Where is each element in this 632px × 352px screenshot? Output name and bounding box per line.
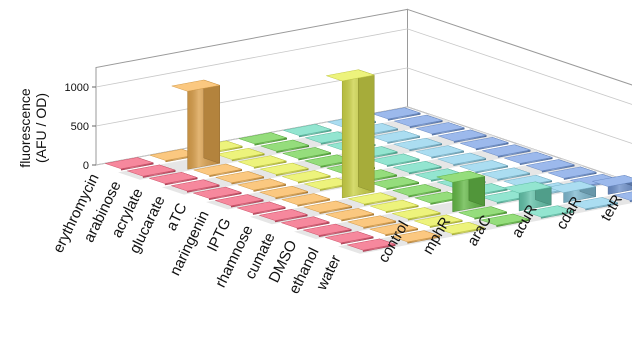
bars [105, 69, 632, 252]
bar [436, 221, 485, 236]
bar [416, 122, 465, 136]
bar [393, 137, 442, 152]
bar [347, 215, 396, 229]
bar [371, 153, 420, 167]
bar [482, 144, 531, 158]
bar [370, 176, 419, 191]
bar [394, 114, 443, 129]
bar [149, 171, 198, 186]
y-axis-label: fluorescence(AFU / OD) [17, 88, 49, 168]
bar [215, 171, 264, 185]
bar [459, 160, 508, 174]
bar [437, 152, 486, 167]
bar [237, 178, 286, 192]
bar [592, 174, 632, 195]
bar [504, 151, 553, 166]
bar [391, 230, 440, 244]
bar [259, 208, 308, 223]
bar [480, 213, 529, 228]
bar [415, 145, 464, 159]
bar [260, 139, 309, 154]
bar [171, 179, 220, 193]
bar [569, 197, 618, 211]
gridline [95, 28, 632, 105]
bar [325, 208, 374, 222]
bar [348, 192, 397, 206]
bar [282, 147, 331, 161]
bar [392, 207, 441, 221]
bar [503, 181, 552, 212]
bar [347, 238, 396, 252]
bar [303, 200, 352, 215]
bar [127, 164, 176, 178]
bar [370, 199, 419, 214]
bar [393, 160, 442, 175]
bar [282, 170, 331, 184]
bar [371, 130, 420, 144]
bar [325, 231, 374, 245]
bar [372, 107, 421, 121]
bar [238, 132, 287, 146]
bar [392, 184, 441, 198]
bar [215, 194, 264, 208]
bar [369, 222, 418, 237]
bar [193, 186, 242, 201]
bar [281, 216, 330, 230]
bar [326, 69, 375, 199]
bar [238, 155, 287, 169]
bar [281, 193, 330, 207]
bar [303, 223, 352, 238]
z-tick-label: 0 [83, 160, 89, 172]
bar [460, 136, 509, 151]
bar [237, 201, 286, 215]
bar [193, 163, 242, 178]
bar [526, 159, 575, 173]
bar [481, 167, 530, 181]
bar [458, 206, 507, 220]
bar [105, 157, 154, 171]
bar [414, 214, 463, 228]
bar [438, 129, 487, 143]
bar [548, 166, 597, 180]
bar [259, 185, 308, 200]
z-tick-label: 1000 [65, 82, 89, 94]
bar [525, 205, 574, 219]
bar [171, 79, 220, 170]
z-tick-label: 500 [71, 121, 89, 133]
bar [260, 162, 309, 177]
bar [436, 170, 485, 213]
bar [283, 123, 332, 138]
bar [216, 147, 265, 162]
bar [547, 180, 596, 204]
sensor-label: araC [464, 212, 495, 249]
